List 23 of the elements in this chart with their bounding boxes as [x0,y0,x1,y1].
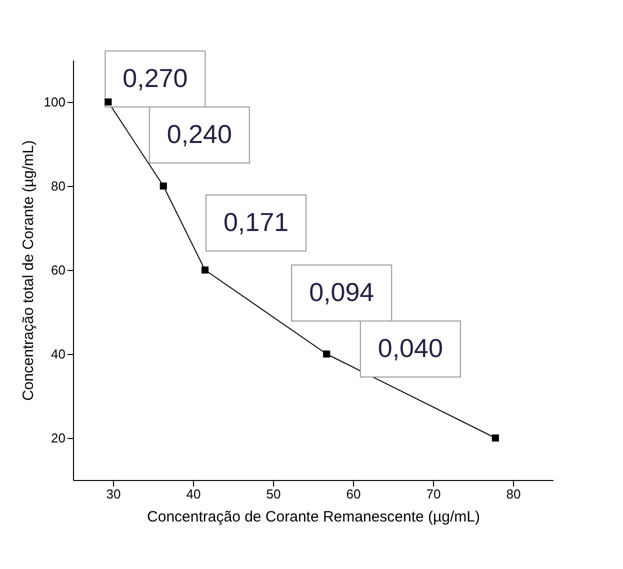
annotation: 0,171 [223,207,289,237]
x-tick-label: 60 [346,486,361,502]
annotation: 0,270 [122,63,188,93]
y-tick-label: 20 [51,430,66,446]
y-tick-label: 60 [51,262,66,278]
x-tick-label: 40 [186,486,201,502]
x-tick-label: 50 [266,486,281,502]
point [201,266,209,274]
annotation: 0,240 [166,119,232,149]
x-tick-label: 80 [506,486,521,502]
y-tick-label: 100 [44,94,66,110]
annotation: 0,040 [378,333,443,363]
point [492,434,499,442]
y-axis-title: Concentração total de Corante (µg/mL) [20,140,37,401]
x-axis-title: Concentração de Corante Remanescente (µg/mL) [147,508,480,526]
point [160,182,167,190]
point [104,98,112,106]
x-tick-label: 70 [426,486,441,502]
x-tick-label: 30 [106,486,121,502]
annotation: 0,094 [309,277,374,307]
y-tick-label: 80 [51,178,66,194]
y-tick-label: 40 [51,346,66,362]
point [323,350,330,358]
